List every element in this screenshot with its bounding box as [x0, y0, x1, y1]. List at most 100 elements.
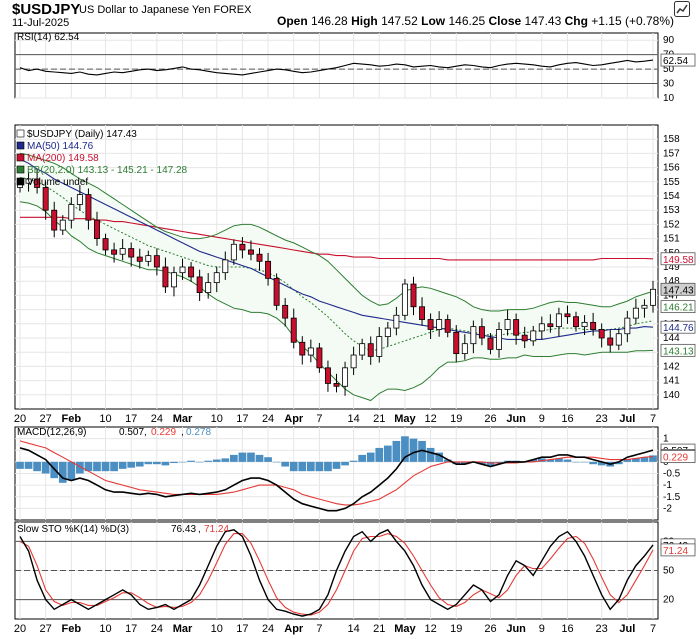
candle-body [376, 336, 383, 357]
macd-histogram-bar [555, 458, 563, 462]
macd-histogram-bar [392, 440, 401, 462]
macd-histogram-bar [144, 461, 153, 465]
sto-x-tick-label: Feb [62, 623, 82, 635]
price-tick-label: 151 [663, 234, 680, 245]
macd-histogram-bar [546, 459, 555, 462]
candle-body [538, 323, 545, 332]
candle-body [188, 266, 195, 278]
macd-histogram-bar [358, 454, 367, 462]
rsi-last-value: 62.54 [663, 56, 688, 67]
high-label: High [351, 14, 378, 28]
sto-x-tick-label: 10 [99, 623, 111, 635]
sto-x-tick-label: 14 [347, 623, 359, 635]
price-x-tick-label: 17 [125, 413, 137, 425]
price-tick-label: 147 [663, 290, 680, 301]
macd-histogram-bar [153, 461, 161, 465]
price-last-value: 144.76 [663, 323, 694, 334]
sto-x-tick-label: 16 [561, 623, 573, 635]
candle-body [419, 306, 426, 320]
candle-body [461, 343, 468, 355]
rsi-tick-label: 50 [663, 64, 675, 75]
price-x-tick-label: May [394, 413, 416, 425]
sto-x-tick-label: 21 [373, 623, 385, 635]
macd-histogram-bar [204, 460, 213, 462]
price-last-value-box [660, 282, 696, 296]
candle-body [333, 383, 340, 387]
candle-body [401, 283, 408, 316]
price-x-tick-label: 26 [484, 413, 496, 425]
candle-body [624, 317, 631, 335]
price-legend-entry: $USDJPY (Daily) 147.43 [27, 129, 137, 140]
macd-histogram-bar [306, 461, 315, 472]
candle-body [282, 304, 289, 319]
candle-body [350, 354, 357, 369]
macd-histogram-bar [264, 457, 272, 462]
candle-body [68, 204, 75, 221]
candle-body [51, 209, 58, 231]
candle-body [85, 194, 92, 221]
close-value: 147.43 [524, 14, 562, 28]
candle-body [299, 341, 306, 356]
macd-histogram-bar [110, 461, 118, 472]
candle-body [555, 313, 562, 328]
macd-histogram-bar [272, 461, 281, 463]
close-label: Close [488, 14, 522, 28]
sto-d-line [19, 533, 654, 616]
candle-body [607, 337, 614, 346]
macd-legend-value: 0.507, [119, 427, 147, 438]
price-last-value: 147.43 [663, 285, 694, 296]
candle-body [590, 321, 597, 330]
candle-body [453, 331, 460, 355]
symbol-title: $USDJPY [12, 1, 81, 18]
macd-legend: MACD(12,26,9) [17, 427, 86, 438]
candle-body [581, 321, 588, 328]
candle-body [42, 187, 49, 211]
candle-body [111, 249, 118, 255]
sto-x-tick-label: 19 [450, 623, 462, 635]
ma200-line [20, 216, 654, 261]
sto-legend: Slow STO %K(14) %D(3) [17, 524, 129, 535]
macd-tick-label: 1 [663, 434, 669, 445]
macd-histogram-bar [452, 461, 461, 465]
price-legend-entry: MA(50) 144.76 [27, 141, 94, 152]
macd-histogram-bar [118, 461, 127, 469]
sto-x-tick-label: Apr [284, 623, 304, 635]
macd-tick-label: -1 [663, 480, 672, 491]
candle-body [153, 255, 160, 268]
candle-body [119, 248, 126, 255]
stockcharts-logo-icon [674, 1, 690, 17]
macd-histogram-bar [33, 461, 41, 472]
price-tick-label: 144 [663, 333, 680, 344]
sto-tick-label: 20 [663, 595, 675, 606]
price-legend-swatch [16, 153, 25, 162]
macd-histogram-bar [614, 461, 623, 465]
macd-signal-line [19, 440, 654, 506]
macd-histogram-bar [418, 440, 426, 462]
candle-body [521, 334, 528, 342]
candle-body [316, 347, 323, 369]
candle-body [632, 307, 639, 319]
macd-histogram-bar [435, 452, 443, 462]
macd-tick-label: -2 [663, 503, 672, 514]
price-tick-label: 152 [663, 219, 680, 230]
candle-body [427, 319, 434, 330]
price-tick-label: 154 [663, 191, 680, 202]
price-tick-label: 153 [663, 205, 680, 216]
macd-histogram-bar [315, 461, 324, 472]
macd-histogram-bar [230, 454, 238, 462]
sto-legend-sep: , [198, 524, 201, 535]
price-x-tick-label: 24 [151, 413, 163, 425]
candle-body [504, 319, 511, 330]
candle-body [205, 282, 212, 293]
macd-histogram-bar [486, 461, 495, 466]
sto-legend-k: 76.43 [171, 524, 196, 535]
candle-body [436, 319, 443, 330]
price-last-value-box [660, 300, 696, 314]
candle-body [196, 276, 203, 293]
symbol-description: US Dollar to Japanese Yen FOREX [79, 4, 252, 16]
price-x-tick-label: Apr [284, 413, 304, 425]
candle-body [384, 327, 391, 337]
price-legend-entry: Volume undef [27, 177, 88, 188]
candle-body [230, 243, 237, 261]
candle-body [102, 238, 109, 251]
